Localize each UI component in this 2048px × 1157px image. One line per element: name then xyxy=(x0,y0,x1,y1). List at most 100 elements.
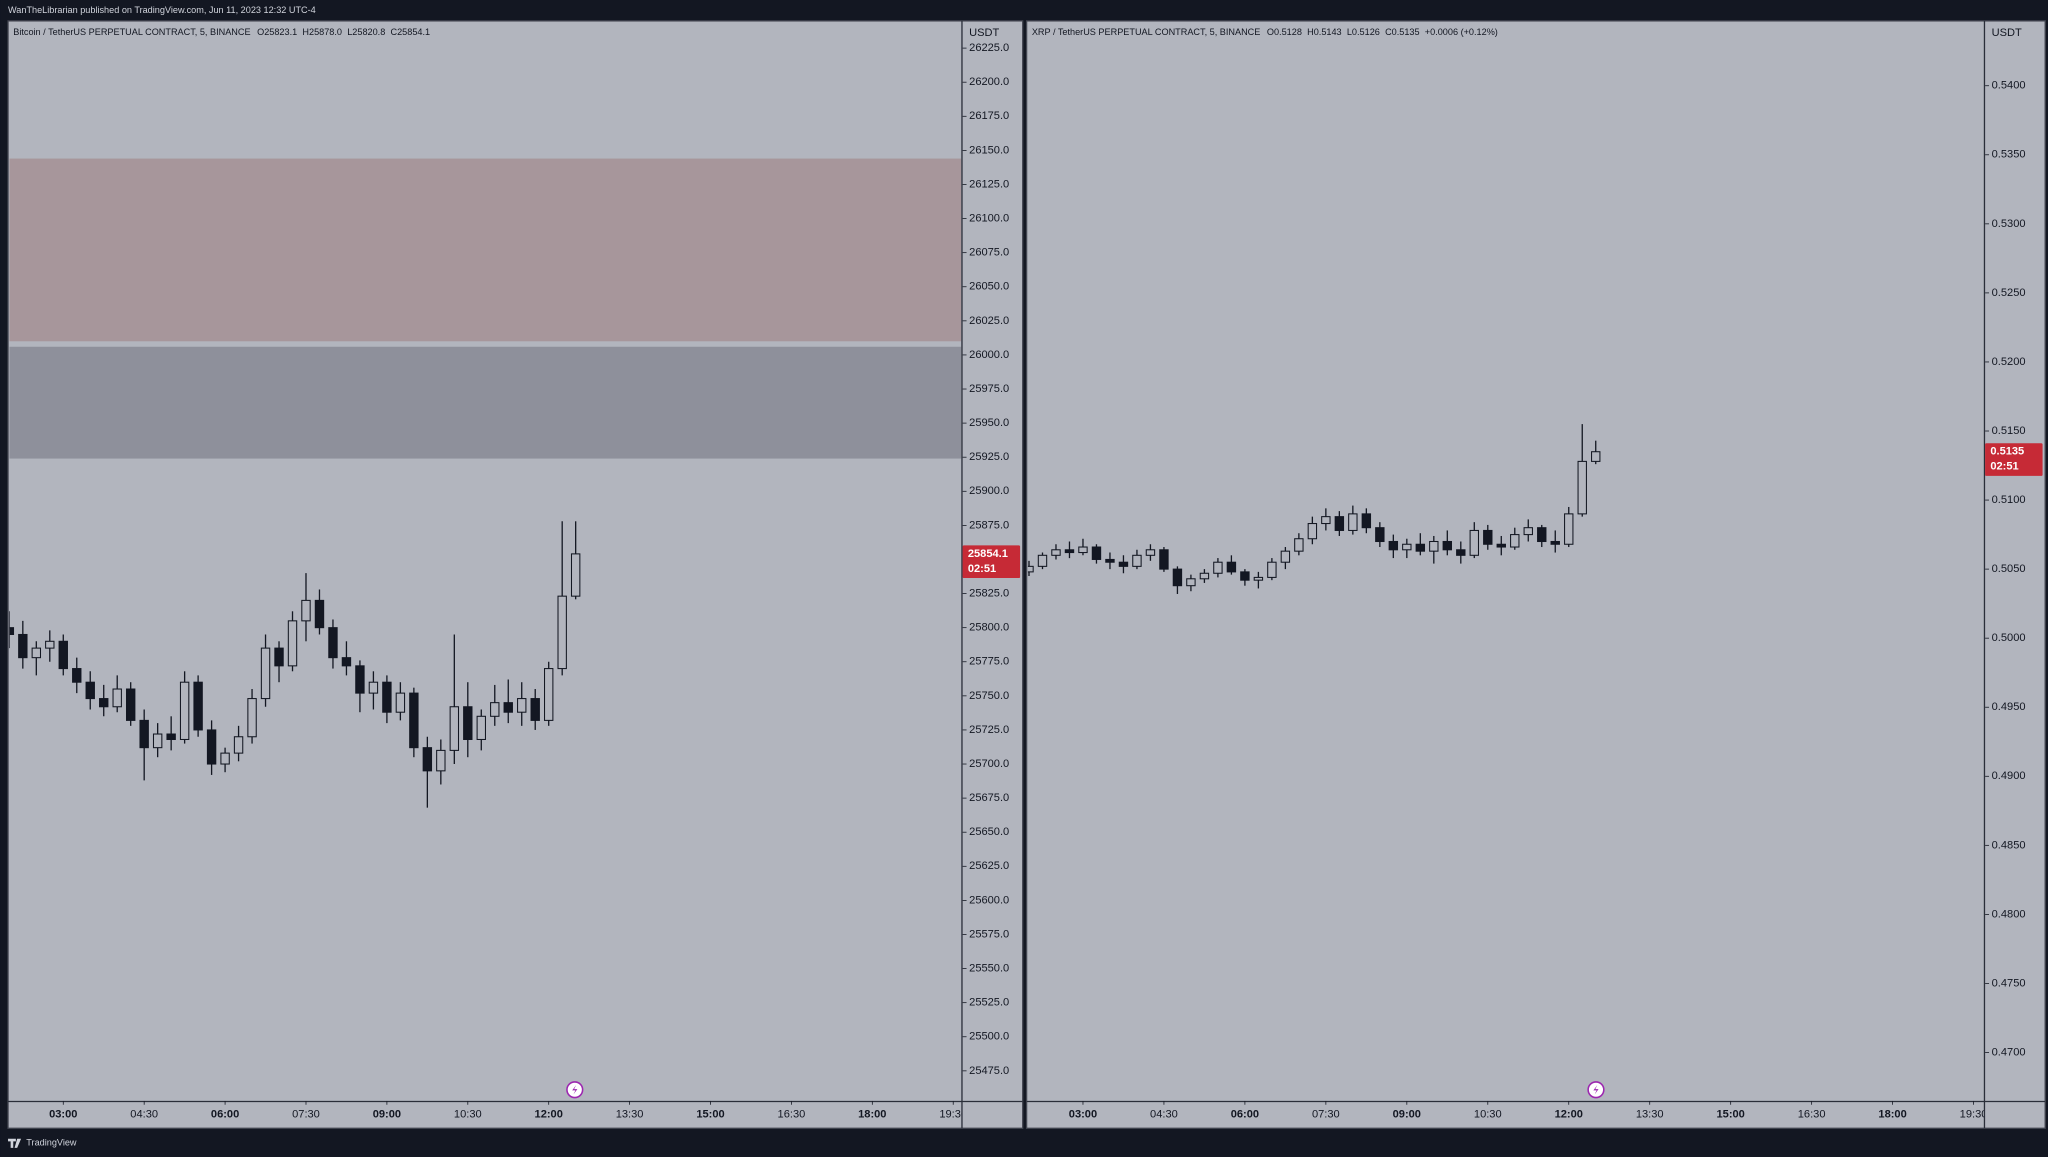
price-tag-countdown: 02:51 xyxy=(1990,461,2018,473)
candle xyxy=(1253,571,1264,589)
chart-panel: 0.4700 0.4750 0.4800 0.4850 0.4900 0.4950 0.50… xyxy=(1025,20,2046,1129)
x-tick-label: 12:00 xyxy=(535,1108,563,1120)
candle-body xyxy=(1064,549,1075,554)
candle xyxy=(1064,541,1075,559)
candle-body xyxy=(18,633,28,659)
candle-body xyxy=(85,681,95,700)
candle xyxy=(1027,560,1034,577)
candle xyxy=(1537,524,1547,548)
candle-body xyxy=(45,640,55,649)
candle xyxy=(99,684,109,717)
candle-body xyxy=(409,692,419,749)
candle xyxy=(274,641,284,683)
candle-body xyxy=(463,706,473,741)
candle xyxy=(1361,508,1372,534)
candle-body xyxy=(476,715,486,741)
candle-body xyxy=(1496,543,1506,548)
candle xyxy=(1591,440,1601,465)
x-tick-label: 09:00 xyxy=(1393,1108,1421,1120)
x-tick-label: 18:00 xyxy=(1878,1108,1906,1120)
candle xyxy=(1402,538,1412,559)
price-tag: 0.5135 02:51 xyxy=(1985,443,2043,476)
y-tick-label: 26050.0 xyxy=(969,281,1009,293)
currency-label: USDT xyxy=(969,27,999,39)
y-tick-label: 25975.0 xyxy=(969,383,1009,395)
candle-body xyxy=(1361,513,1372,529)
candle xyxy=(1334,511,1345,536)
price-tag-value: 25854.1 xyxy=(968,548,1008,560)
candle-body xyxy=(490,702,500,717)
y-tick-label: 25675.0 xyxy=(969,792,1009,804)
price-tag: 25854.1 02:51 xyxy=(962,545,1021,579)
y-tick-label: 25650.0 xyxy=(969,826,1009,838)
candle xyxy=(1375,522,1385,548)
y-tick-label: 25525.0 xyxy=(969,997,1009,1009)
candle-body xyxy=(1172,568,1183,587)
candle xyxy=(463,682,473,758)
candle xyxy=(72,657,82,694)
candle xyxy=(287,611,298,672)
candle-body xyxy=(99,698,109,708)
candle-body xyxy=(570,553,581,597)
x-tick-label: 16:30 xyxy=(778,1108,806,1120)
candle xyxy=(1267,558,1277,581)
time-axis: 03:00 04:30 06:00 07:30 09:00 10:30 12:00 13:30… xyxy=(1069,1100,1984,1120)
candle xyxy=(368,671,379,710)
candle xyxy=(1051,544,1061,560)
candle-body xyxy=(1415,543,1426,552)
candle-body xyxy=(72,668,82,683)
candle-body xyxy=(206,729,217,765)
x-tick-label: 13:30 xyxy=(1636,1108,1664,1120)
candle-body xyxy=(1226,561,1237,573)
candle xyxy=(139,709,149,781)
candle xyxy=(355,660,365,713)
x-tick-label: 07:30 xyxy=(292,1108,320,1120)
candle xyxy=(314,589,325,635)
candle-body xyxy=(503,702,513,713)
candle xyxy=(557,521,567,676)
candle-body xyxy=(1307,523,1318,540)
y-tick-label: 26150.0 xyxy=(969,144,1009,156)
candle-body xyxy=(1051,549,1061,556)
y-tick-label: 0.4750 xyxy=(1992,977,2026,989)
candle-body xyxy=(557,595,567,670)
candle-body xyxy=(544,668,554,721)
candle-body xyxy=(139,719,149,749)
y-tick-label: 26000.0 xyxy=(969,349,1009,361)
candle xyxy=(301,573,311,642)
y-tick-label: 26200.0 xyxy=(969,76,1009,88)
y-tick-label: 25750.0 xyxy=(969,690,1009,702)
candle-body xyxy=(31,647,42,659)
zone xyxy=(9,346,962,459)
candle xyxy=(1523,519,1533,542)
candle-body xyxy=(1456,549,1466,556)
candle xyxy=(45,630,55,662)
candle-body xyxy=(1078,546,1088,554)
y-tick-label: 0.5050 xyxy=(1992,563,2026,575)
x-tick-label: 04:30 xyxy=(1150,1108,1178,1120)
candle xyxy=(1469,522,1479,559)
candle xyxy=(206,720,217,775)
candle xyxy=(570,521,581,600)
candle-body xyxy=(233,736,244,754)
candle xyxy=(1388,534,1399,559)
candle xyxy=(1483,524,1493,550)
brand-name: TradingView xyxy=(26,1138,77,1148)
candle-body xyxy=(1186,578,1196,587)
candle xyxy=(1294,533,1304,556)
y-tick-label: 26025.0 xyxy=(969,315,1009,327)
candle-body xyxy=(125,688,136,721)
y-tick-label: 25500.0 xyxy=(969,1031,1009,1043)
candle xyxy=(1213,558,1223,578)
x-tick-label: 09:00 xyxy=(373,1108,401,1120)
candle-body xyxy=(274,647,284,667)
price-tag-box xyxy=(1985,443,2043,476)
candle xyxy=(1348,505,1358,535)
ohlc-label: H25878.0 xyxy=(302,27,342,37)
candle xyxy=(1037,552,1048,570)
y-tick-label: 25825.0 xyxy=(969,587,1009,599)
y-tick-label: 25550.0 xyxy=(969,962,1009,974)
ohlc-label: O25823.1 xyxy=(257,27,297,37)
x-tick-label: 13:30 xyxy=(616,1108,644,1120)
x-tick-label: 19:30 xyxy=(939,1108,967,1120)
